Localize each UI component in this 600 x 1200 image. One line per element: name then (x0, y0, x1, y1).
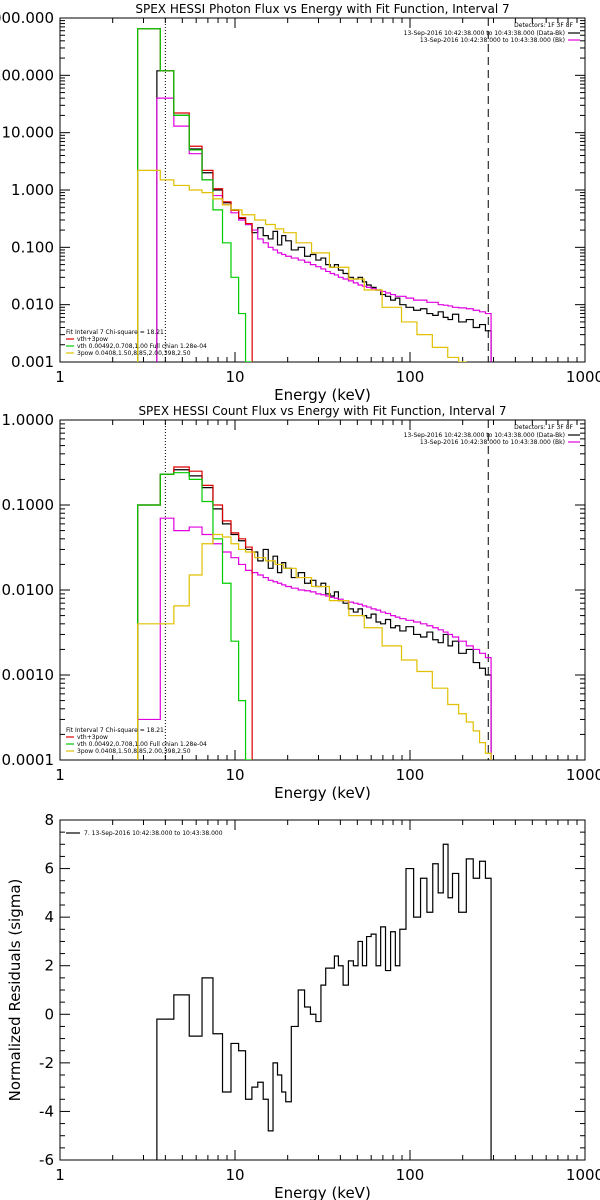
series-line-2 (137, 466, 253, 760)
series-group (137, 466, 492, 760)
series-line-0 (137, 469, 492, 760)
y-axis-label: Normalized Residuals (sigma) (6, 879, 24, 1102)
legend-item-0: Fit Interval 7 Chi-square = 18.21 (66, 727, 164, 734)
x-tick-label: 1000 (566, 766, 600, 784)
panel-title: SPEX HESSI Photon Flux vs Energy with Fi… (135, 2, 509, 16)
x-tick-label: 1 (55, 766, 65, 784)
legend-item-0: Fit Interval 7 Chi-square = 18.21 (66, 329, 164, 336)
info-line-1: 13-Sep-2016 10:42:38.000 to 10:43:38.000… (420, 37, 565, 44)
panel-title: SPEX HESSI Count Flux vs Energy with Fit… (138, 404, 506, 418)
y-tick-label: 0.1000 (2, 496, 55, 514)
plot-frame (59, 17, 586, 363)
series-line-3 (137, 472, 253, 760)
x-axis-label: Energy (keV) (274, 386, 371, 404)
x-tick-label: 10 (225, 766, 244, 784)
x-tick-label: 100 (396, 368, 425, 386)
legend-item-3: 3pow 0.0408,1.50,8.85,2.00,398,2.50 (77, 350, 191, 357)
detectors-label: Detectors: 1F 3F 8F (514, 424, 573, 431)
x-axis-label: Energy (keV) (274, 1184, 371, 1200)
y-tick-label: 100.000 (0, 66, 54, 84)
series-group (156, 843, 492, 1160)
x-tick-label: 10 (225, 1166, 244, 1184)
y-tick-label: 1.0000 (2, 411, 55, 429)
y-tick-label: 2 (44, 957, 54, 975)
legend-item-2: vth 0.00492,0.708,1.00 Full chian 1.28e-… (77, 741, 207, 748)
series-line-0 (156, 70, 492, 362)
y-tick-label: 0.0100 (2, 581, 55, 599)
info-line-1: 13-Sep-2016 10:42:38.000 to 10:43:38.000… (420, 439, 565, 446)
panel-2: SPEX HESSI Count Flux vs Energy with Fit… (2, 404, 600, 802)
legend-item-3: 3pow 0.0408,1.50,8.85,2.00,398,2.50 (77, 748, 191, 755)
x-tick-label: 1000 (566, 1166, 600, 1184)
legend-item-1: vth+3pow (77, 336, 108, 343)
series-line-2 (137, 28, 253, 362)
y-tick-label: -4 (39, 1102, 54, 1120)
series-line-4 (137, 169, 467, 362)
info-line-0: 13-Sep-2016 10:42:38.000 to 10:43:38.000… (404, 432, 565, 439)
y-tick-label: 8 (44, 811, 54, 829)
panel-1: SPEX HESSI Photon Flux vs Energy with Fi… (0, 2, 600, 404)
y-tick-label: 1.000 (11, 181, 54, 199)
y-tick-label: 4 (44, 908, 54, 926)
series-line-1 (137, 517, 492, 760)
y-tick-label: 0.100 (11, 238, 54, 256)
y-tick-label: 1000.000 (0, 9, 54, 27)
plot-frame (59, 819, 586, 1161)
y-tick-label: 0.0010 (2, 666, 55, 684)
y-tick-label: 6 (44, 860, 54, 878)
legend-item-0: 7. 13-Sep-2016 10:42:38.000 to 10:43:38.… (84, 830, 223, 837)
x-tick-label: 1 (55, 368, 65, 386)
y-tick-label: 0.0001 (2, 751, 55, 769)
series-line-3 (137, 28, 253, 362)
legend-item-2: vth 0.00492,0.708,1.00 Full chian 1.28e-… (77, 343, 207, 350)
x-tick-label: 10 (225, 368, 244, 386)
y-tick-label: -2 (39, 1054, 54, 1072)
panel-3: 1 10 100 1000 8 6 4 2 0 -2 -4 -6 Energy (keV) Normali… (6, 811, 600, 1200)
legend-item-1: vth+3pow (77, 734, 108, 741)
x-tick-label: 1000 (566, 368, 600, 386)
detectors-label: Detectors: 1F 3F 8F (514, 22, 573, 29)
x-axis-label: Energy (keV) (274, 784, 371, 802)
y-tick-label: 0.010 (11, 296, 54, 314)
y-tick-label: -6 (39, 1151, 54, 1169)
info-line-0: 13-Sep-2016 10:42:38.000 to 10:43:38.000… (404, 30, 565, 37)
x-tick-label: 100 (396, 766, 425, 784)
series-group (137, 28, 492, 362)
series-line-4 (137, 533, 492, 760)
y-tick-label: 0 (44, 1005, 54, 1023)
series-line-1 (156, 97, 492, 362)
x-tick-label: 1 (55, 1166, 65, 1184)
y-tick-label: 10.000 (2, 124, 55, 142)
x-tick-label: 100 (396, 1166, 425, 1184)
plot-frame (59, 419, 586, 761)
y-tick-label: 0.001 (11, 353, 54, 371)
series-line-0 (156, 843, 492, 1160)
